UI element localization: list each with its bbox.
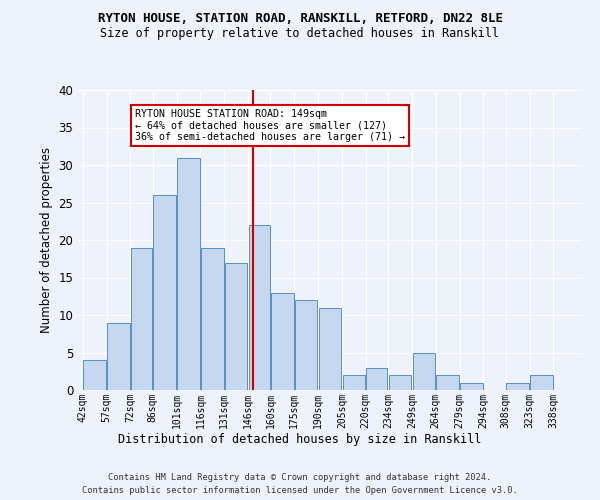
Bar [506, 382, 529, 390]
Bar [201, 248, 224, 390]
Bar [249, 225, 270, 390]
Bar [295, 300, 317, 390]
Text: Contains HM Land Registry data © Crown copyright and database right 2024.: Contains HM Land Registry data © Crown c… [109, 472, 491, 482]
Text: RYTON HOUSE, STATION ROAD, RANSKILL, RETFORD, DN22 8LE: RYTON HOUSE, STATION ROAD, RANSKILL, RET… [97, 12, 503, 26]
Bar [177, 158, 200, 390]
Text: RYTON HOUSE STATION ROAD: 149sqm
← 64% of detached houses are smaller (127)
36% : RYTON HOUSE STATION ROAD: 149sqm ← 64% o… [135, 109, 405, 142]
Bar [107, 322, 130, 390]
Text: Distribution of detached houses by size in Ranskill: Distribution of detached houses by size … [118, 432, 482, 446]
Bar [343, 375, 365, 390]
Bar [389, 375, 411, 390]
Text: Size of property relative to detached houses in Ranskill: Size of property relative to detached ho… [101, 28, 499, 40]
Text: Contains public sector information licensed under the Open Government Licence v3: Contains public sector information licen… [82, 486, 518, 495]
Bar [367, 368, 388, 390]
Bar [436, 375, 459, 390]
Bar [530, 375, 553, 390]
Bar [131, 248, 152, 390]
Bar [83, 360, 106, 390]
Bar [413, 352, 435, 390]
Bar [225, 262, 247, 390]
Bar [319, 308, 341, 390]
Bar [271, 292, 293, 390]
Y-axis label: Number of detached properties: Number of detached properties [40, 147, 53, 333]
Bar [154, 195, 176, 390]
Bar [460, 382, 483, 390]
